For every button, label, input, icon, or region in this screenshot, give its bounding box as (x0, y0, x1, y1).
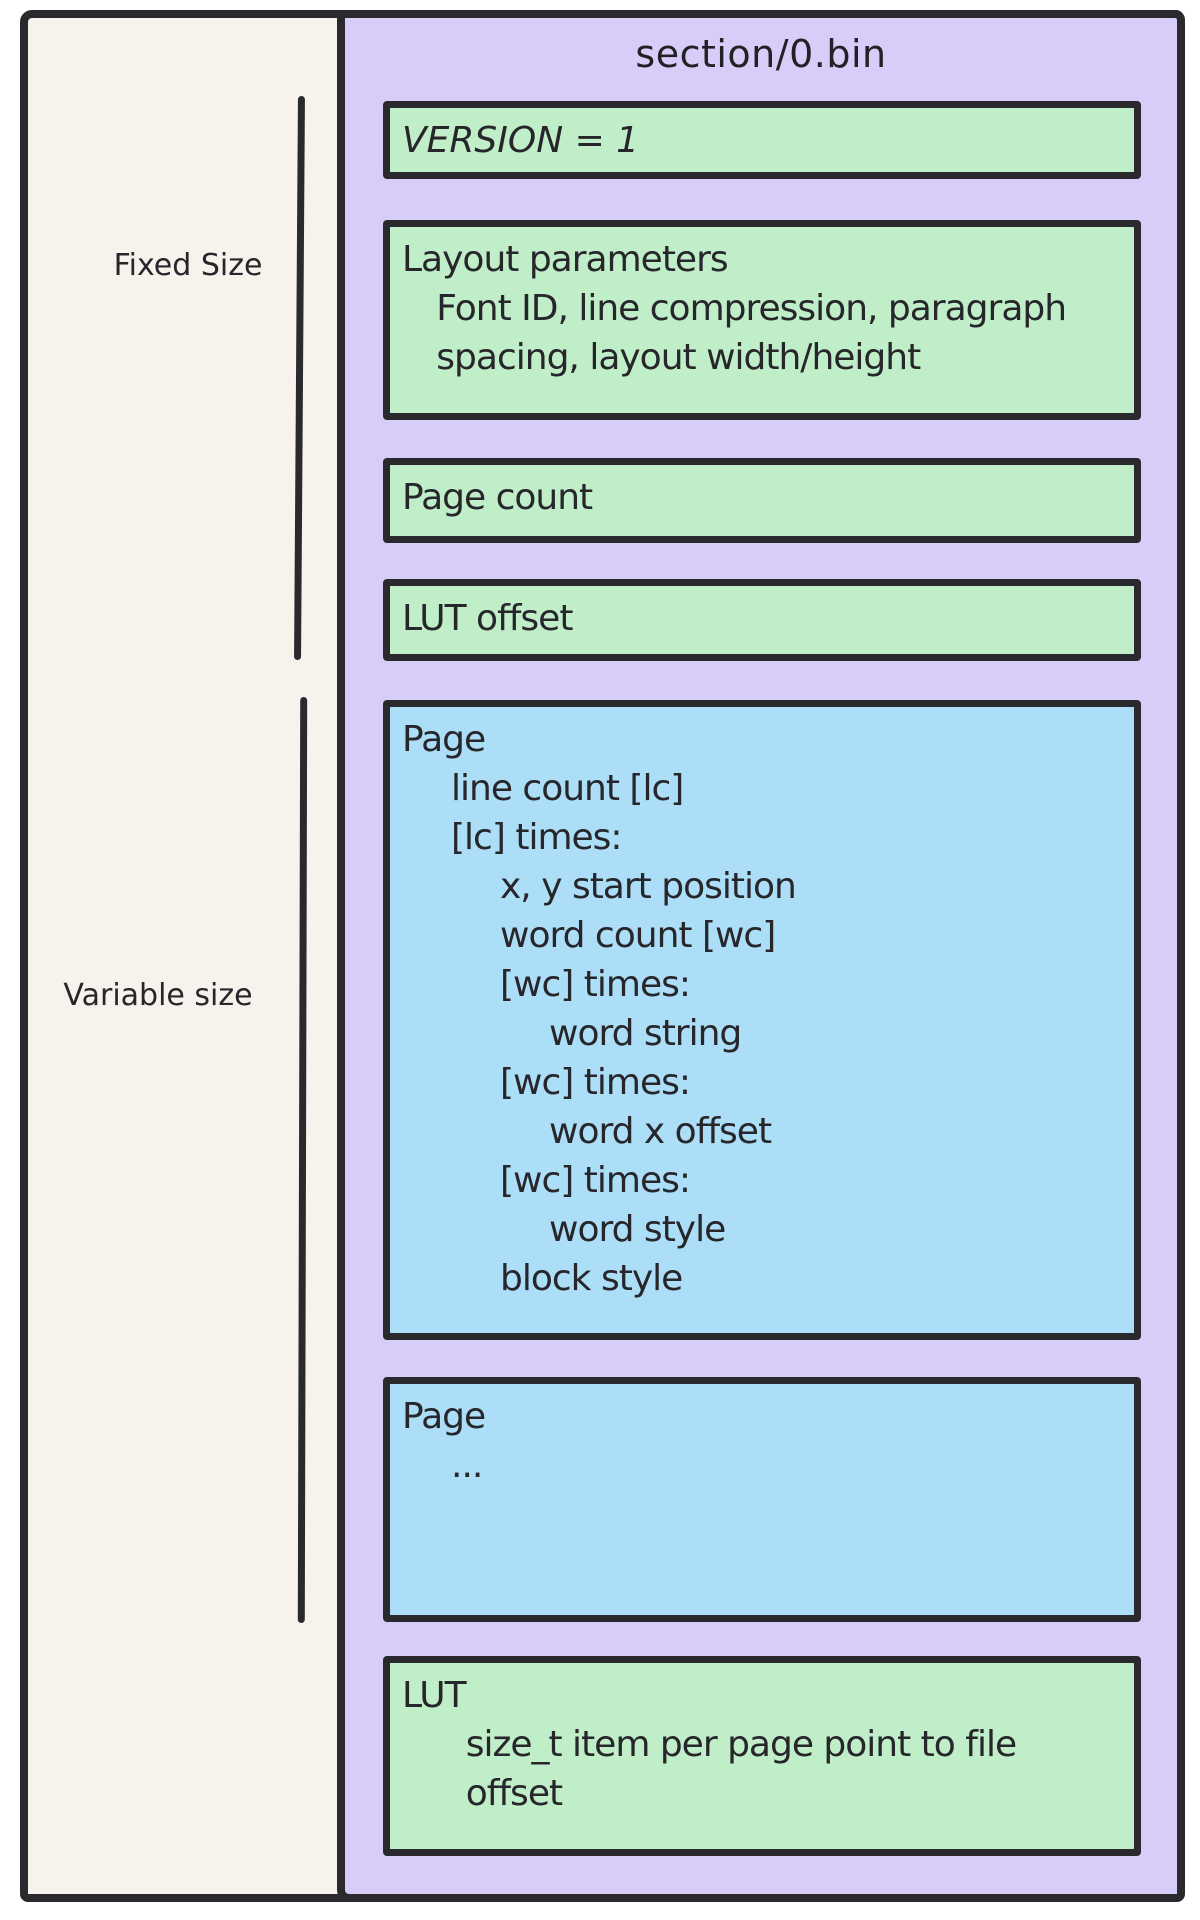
box-line: ... (451, 1445, 483, 1486)
box-line: [wc] times: (500, 964, 691, 1005)
box-line: x, y start position (500, 866, 797, 907)
box-line: Page count (402, 477, 593, 518)
box-line: block style (500, 1258, 683, 1299)
box-line: Layout parameters (402, 239, 729, 280)
box-line: LUT offset (402, 598, 573, 639)
box-line: Page (402, 1396, 486, 1437)
box-line: line count [lc] (451, 768, 684, 809)
box-line: VERSION = 1 (402, 120, 640, 161)
box-line: Font ID, line compression, paragraph (436, 288, 1067, 329)
box-lut-offset: LUT offset (383, 579, 1141, 661)
box-line: word string (549, 1013, 742, 1054)
box-line: word x offset (549, 1111, 772, 1152)
variable-size-label: Variable size (63, 978, 253, 1013)
box-line: offset (465, 1773, 563, 1814)
box-line: word style (549, 1209, 726, 1250)
file-title: section/0.bin (635, 32, 887, 76)
box-version: VERSION = 1 (383, 101, 1141, 179)
box-line: [lc] times: (451, 817, 623, 858)
fixed-size-label: Fixed Size (113, 248, 263, 283)
box-page-detail: Page line count [lc] [lc] times: x, y start… (383, 700, 1141, 1340)
box-page-count: Page count (383, 458, 1141, 543)
box-line: word count [wc] (500, 915, 776, 956)
box-line: [wc] times: (500, 1062, 691, 1103)
box-line: spacing, layout width/height (436, 337, 921, 378)
box-page-more: Page... (383, 1377, 1141, 1622)
box-line: Page (402, 719, 486, 760)
box-line: size_t item per page point to file (465, 1724, 1017, 1765)
box-line: [wc] times: (500, 1160, 691, 1201)
box-lut: LUT size_t item per page point to file off… (383, 1656, 1141, 1856)
box-line: LUT (402, 1675, 467, 1716)
box-layout-parameters: Layout parameters Font ID, line compressi… (383, 220, 1141, 420)
